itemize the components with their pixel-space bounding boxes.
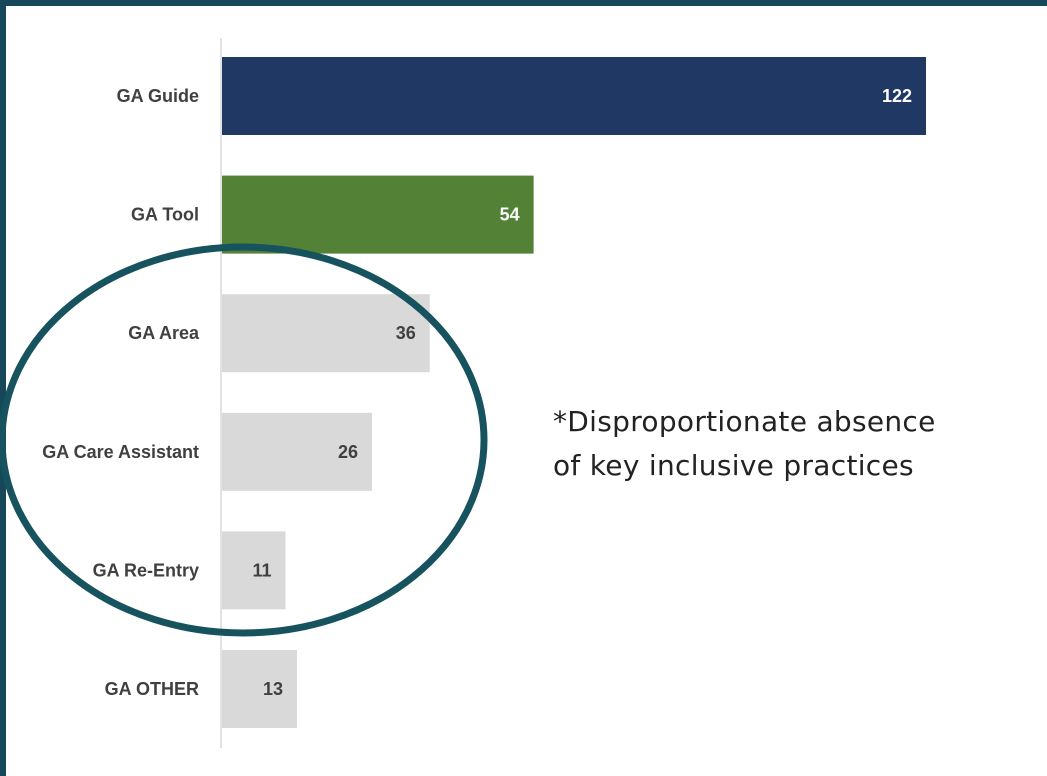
bar-ga-tool xyxy=(222,175,534,254)
annotation-text: *Disproportionate absence of key inclusi… xyxy=(553,400,1013,488)
category-label-ga-tool: GA Tool xyxy=(131,205,199,225)
bar-ga-other xyxy=(222,650,298,728)
data-labels-group: 122 54 36 26 11 13 xyxy=(252,86,912,699)
data-label-ga-other: 13 xyxy=(263,679,283,699)
data-label-ga-re-entry: 11 xyxy=(252,560,271,580)
bar-ga-care-assistant xyxy=(222,412,373,491)
data-label-ga-guide: 122 xyxy=(882,86,912,106)
highlight-ellipse xyxy=(0,243,488,637)
bars-group xyxy=(222,57,926,728)
category-label-ga-other: GA OTHER xyxy=(105,679,199,699)
category-label-ga-guide: GA Guide xyxy=(117,86,199,106)
category-labels-group: GA Guide GA Tool GA Area GA Care Assistant G… xyxy=(42,86,200,699)
category-label-ga-area: GA Area xyxy=(128,323,200,343)
annotation-line-1: *Disproportionate absence xyxy=(553,405,936,438)
bar-ga-area xyxy=(222,294,430,373)
data-label-ga-tool: 54 xyxy=(500,205,520,225)
bar-ga-guide xyxy=(222,57,926,135)
data-label-ga-care-assistant: 26 xyxy=(338,442,358,462)
category-label-ga-re-entry: GA Re-Entry xyxy=(93,560,199,580)
bar-ga-re-entry xyxy=(222,531,286,610)
annotation-line-2: of key inclusive practices xyxy=(553,449,914,482)
data-label-ga-area: 36 xyxy=(396,323,416,343)
category-label-ga-care-assistant: GA Care Assistant xyxy=(42,442,199,462)
